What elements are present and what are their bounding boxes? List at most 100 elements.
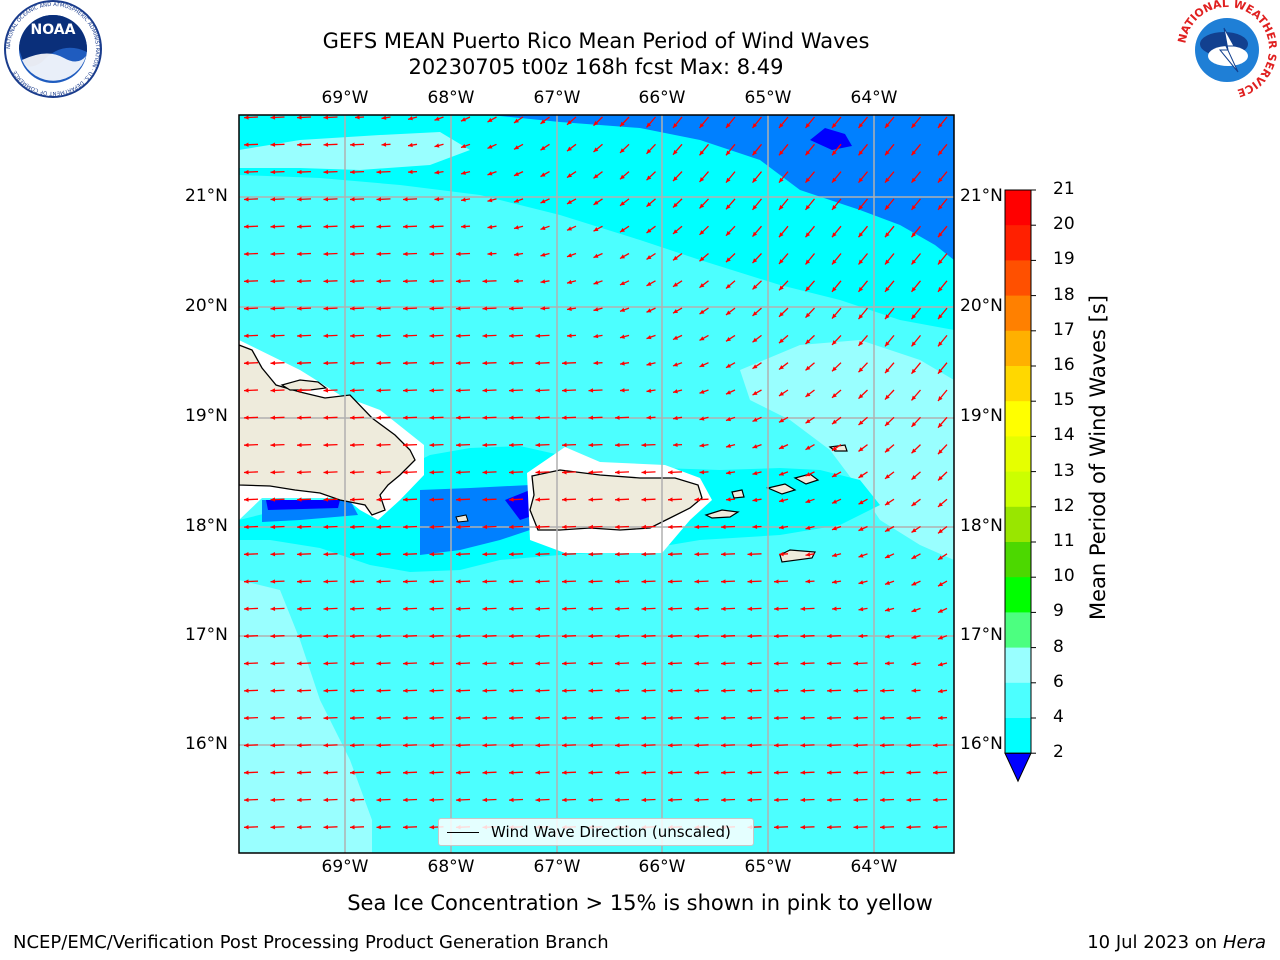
arrow-head	[668, 688, 673, 693]
arrow-head	[323, 333, 329, 338]
arrow-head	[482, 770, 488, 775]
arrow-head	[350, 388, 355, 393]
lon-label-bottom-67w: 67°W	[533, 857, 581, 877]
arrow-head	[562, 688, 567, 693]
colorbar-tick-label: 6	[1053, 671, 1064, 692]
arrow-head	[588, 688, 594, 693]
arrow-head	[752, 417, 758, 422]
colorbar-tick-label: 14	[1053, 425, 1075, 446]
arrow-head	[721, 524, 726, 530]
arrow-head	[858, 606, 864, 612]
arrow-head	[297, 197, 302, 202]
arrow-head	[938, 608, 943, 613]
arrow-head	[540, 119, 546, 124]
arrow-head	[429, 360, 435, 366]
arrow-head	[885, 232, 890, 238]
arrow-head	[752, 177, 758, 183]
arrow-head	[244, 743, 249, 748]
arrow-head	[588, 743, 594, 748]
arrow-head	[350, 279, 355, 284]
arrow-head	[509, 770, 514, 775]
arrow-head	[885, 314, 890, 320]
arrow-head	[244, 524, 249, 530]
arrow-legend: Wind Wave Direction (unscaled)	[438, 818, 754, 846]
arrow-head	[800, 715, 806, 721]
arrow-head	[270, 470, 276, 475]
arrow-head	[779, 177, 784, 183]
arrow-head	[938, 396, 943, 401]
arrow-head	[429, 552, 435, 557]
arrow-head	[297, 115, 302, 120]
land-st-croix	[779, 549, 816, 563]
arrow-head	[376, 360, 382, 366]
arrow-head	[668, 579, 673, 584]
arrow-head	[779, 444, 784, 449]
arrow-head	[911, 634, 917, 640]
arrow-head	[323, 442, 329, 448]
arrow-head	[429, 388, 435, 393]
arrow-head	[646, 149, 652, 154]
arrow-head	[885, 527, 890, 532]
arrow-head	[270, 770, 276, 775]
arrow-head	[805, 579, 811, 584]
arrow-head	[482, 497, 488, 502]
arrow-head	[779, 498, 784, 503]
arrow-head	[620, 361, 625, 366]
arrow-head	[747, 661, 753, 666]
arrow-head	[323, 388, 329, 393]
arrow-head	[535, 497, 541, 502]
arrow-head	[456, 715, 461, 721]
arrow-head	[911, 581, 917, 586]
arrow-head	[403, 825, 408, 830]
arrow-head	[403, 579, 408, 584]
arrow-head	[429, 470, 435, 475]
arrow-head	[562, 442, 567, 448]
land-mona	[455, 514, 469, 523]
arrow-head	[509, 579, 514, 584]
arrow-head	[885, 205, 890, 210]
arrow-head	[615, 770, 620, 775]
arrow-head	[403, 633, 408, 639]
arrow-head	[858, 393, 864, 399]
lon-label-top-69w: 69°W	[321, 88, 369, 108]
arrow-head	[779, 312, 784, 317]
arrow-head	[805, 177, 811, 183]
arrow-head	[774, 661, 779, 666]
arrow-head	[297, 770, 302, 775]
arrow-head	[323, 169, 329, 175]
arrow-head	[456, 415, 461, 420]
arrow-head	[646, 255, 652, 260]
arrow-head	[567, 226, 572, 231]
arrow-head	[827, 688, 832, 693]
arrow-head	[827, 797, 832, 803]
arrow-head	[456, 770, 461, 775]
arrow-head	[641, 552, 647, 557]
arrow-head	[350, 688, 355, 693]
arrow-head	[244, 115, 249, 120]
arrow-head	[376, 306, 382, 311]
arrow-head	[885, 368, 890, 374]
arrow-head	[911, 395, 917, 401]
arrow-head	[434, 143, 440, 148]
arrow-head	[588, 797, 594, 803]
arrow-head	[673, 255, 678, 261]
arrow-head	[535, 715, 541, 721]
arrow-head	[593, 200, 599, 205]
arrow-head	[699, 230, 705, 235]
arrow-head	[615, 633, 620, 639]
arrow-head	[588, 442, 594, 448]
arrow-head	[885, 341, 890, 347]
arrow-head	[562, 552, 567, 557]
arrow-head	[244, 497, 249, 502]
arrow-head	[244, 251, 249, 257]
arrow-head	[615, 715, 620, 721]
arrow-head	[535, 661, 541, 666]
arrow-head	[911, 528, 917, 533]
arrow-head	[615, 415, 620, 420]
arrow-head	[721, 579, 726, 584]
arrow-head	[588, 470, 594, 475]
arrow-head	[938, 232, 943, 238]
arrow-head	[726, 390, 731, 395]
arrow-head	[938, 662, 943, 667]
arrow-head	[800, 688, 806, 693]
